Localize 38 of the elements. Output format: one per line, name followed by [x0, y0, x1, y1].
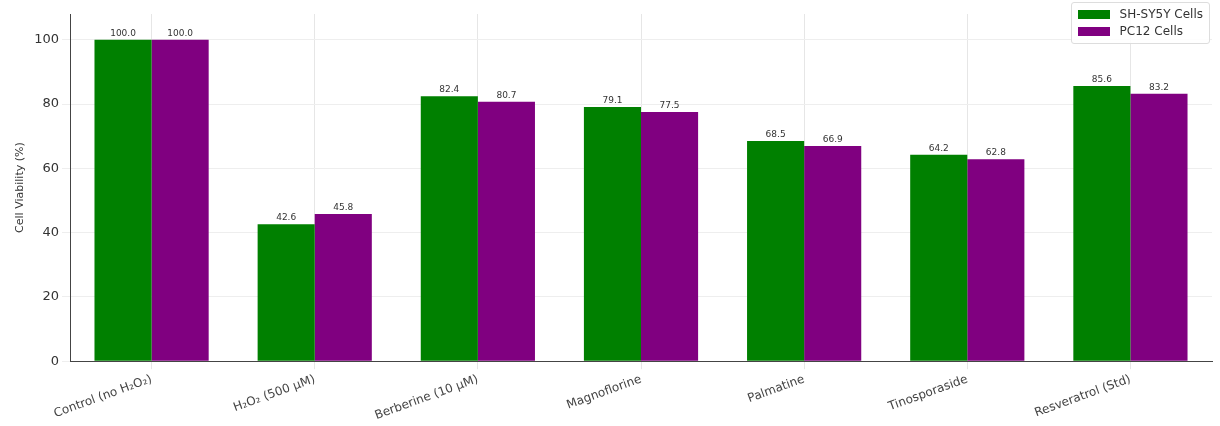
- y-axis-title: Cell Viability (%): [13, 142, 27, 233]
- y-tick-label: 0: [50, 352, 60, 368]
- bar: [151, 39, 209, 361]
- bar: [641, 112, 699, 361]
- bar: [257, 224, 315, 361]
- y-tick-label: 40: [42, 223, 60, 239]
- bar: [967, 159, 1025, 361]
- data-label: 100.0: [167, 27, 194, 38]
- data-label: 64.2: [928, 142, 949, 153]
- data-label: 80.7: [496, 89, 517, 100]
- data-label: 66.9: [822, 133, 843, 144]
- data-label: 45.8: [333, 201, 354, 212]
- data-label: 83.2: [1148, 81, 1169, 92]
- bar: [314, 213, 372, 361]
- bar: [420, 96, 478, 361]
- legend-label: SH-SY5Y Cells: [1119, 6, 1203, 23]
- data-label: 42.6: [276, 212, 297, 223]
- bar: [1130, 93, 1188, 361]
- y-tick-label: 100: [34, 31, 60, 47]
- bar: [1073, 86, 1131, 361]
- data-label: 62.8: [985, 147, 1007, 158]
- data-label: 79.1: [602, 94, 623, 105]
- bar: [910, 154, 968, 361]
- bar: [804, 146, 862, 361]
- bar: [747, 140, 805, 361]
- legend-label: PC12 Cells: [1119, 23, 1183, 40]
- bar: [94, 39, 152, 361]
- y-tick-label: 80: [42, 95, 60, 111]
- data-label: 85.6: [1091, 73, 1113, 84]
- y-tick-label: 60: [42, 159, 60, 175]
- data-label: 77.5: [659, 99, 680, 110]
- bar: [477, 101, 535, 361]
- data-label: 100.0: [110, 27, 137, 38]
- data-label: 82.4: [439, 84, 460, 95]
- y-tick-label: 20: [42, 288, 60, 304]
- x-tick-label: H₂O₂ (500 µM): [231, 371, 317, 415]
- bar: [583, 106, 642, 361]
- data-label: 68.5: [765, 128, 786, 139]
